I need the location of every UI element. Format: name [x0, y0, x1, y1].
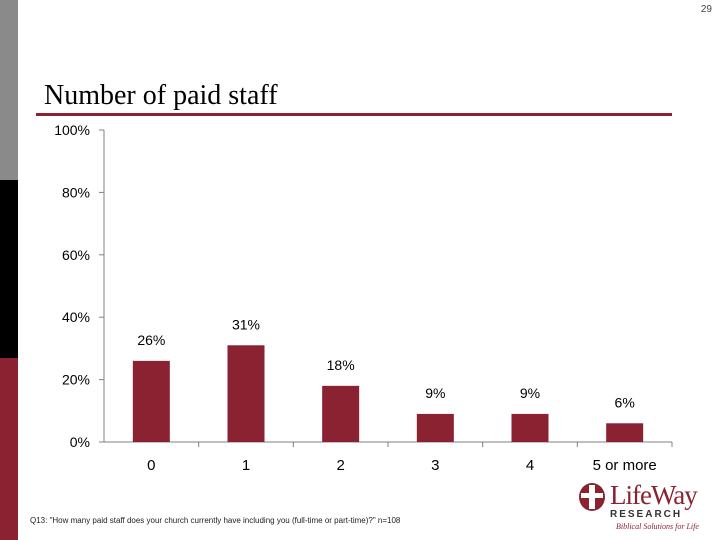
category-label: 1 — [242, 457, 250, 474]
y-tick-label: 20% — [62, 372, 90, 388]
page-number: 29 — [700, 4, 712, 15]
category-label: 3 — [431, 457, 439, 474]
logo-name: LifeWay — [610, 480, 698, 510]
logo-subtitle: RESEARCH — [610, 509, 683, 520]
side-bar-gray — [0, 0, 18, 180]
category-label: 5 or more — [593, 457, 657, 474]
data-label: 26% — [137, 332, 165, 348]
slide-title: Number of paid staff — [44, 80, 278, 111]
bar — [416, 413, 454, 442]
bar — [132, 360, 170, 442]
data-label: 31% — [232, 316, 260, 332]
bar — [606, 423, 644, 442]
side-bar-red — [0, 358, 18, 540]
title-underline — [36, 113, 672, 116]
y-tick-label: 60% — [62, 247, 90, 263]
lifeway-logo: LifeWay RESEARCH Biblical Solutions for … — [574, 478, 714, 538]
y-tick-label: 100% — [54, 122, 90, 138]
y-tick-label: 80% — [62, 184, 90, 200]
category-label: 4 — [526, 457, 534, 474]
bar — [227, 345, 265, 442]
category-label: 2 — [336, 457, 344, 474]
side-bar-black — [0, 180, 18, 358]
bar — [322, 385, 360, 442]
cross-logo-icon — [579, 483, 605, 511]
y-tick-label: 0% — [70, 434, 90, 450]
data-label: 18% — [327, 357, 355, 373]
data-label: 6% — [615, 394, 635, 410]
bar — [511, 413, 549, 442]
logo-tagline: Biblical Solutions for Life — [616, 522, 699, 531]
data-label: 9% — [425, 385, 445, 401]
footnote: Q13: "How many paid staff does your chur… — [30, 516, 401, 525]
category-label: 0 — [147, 457, 155, 474]
y-tick-label: 40% — [62, 309, 90, 325]
data-label: 9% — [520, 385, 540, 401]
